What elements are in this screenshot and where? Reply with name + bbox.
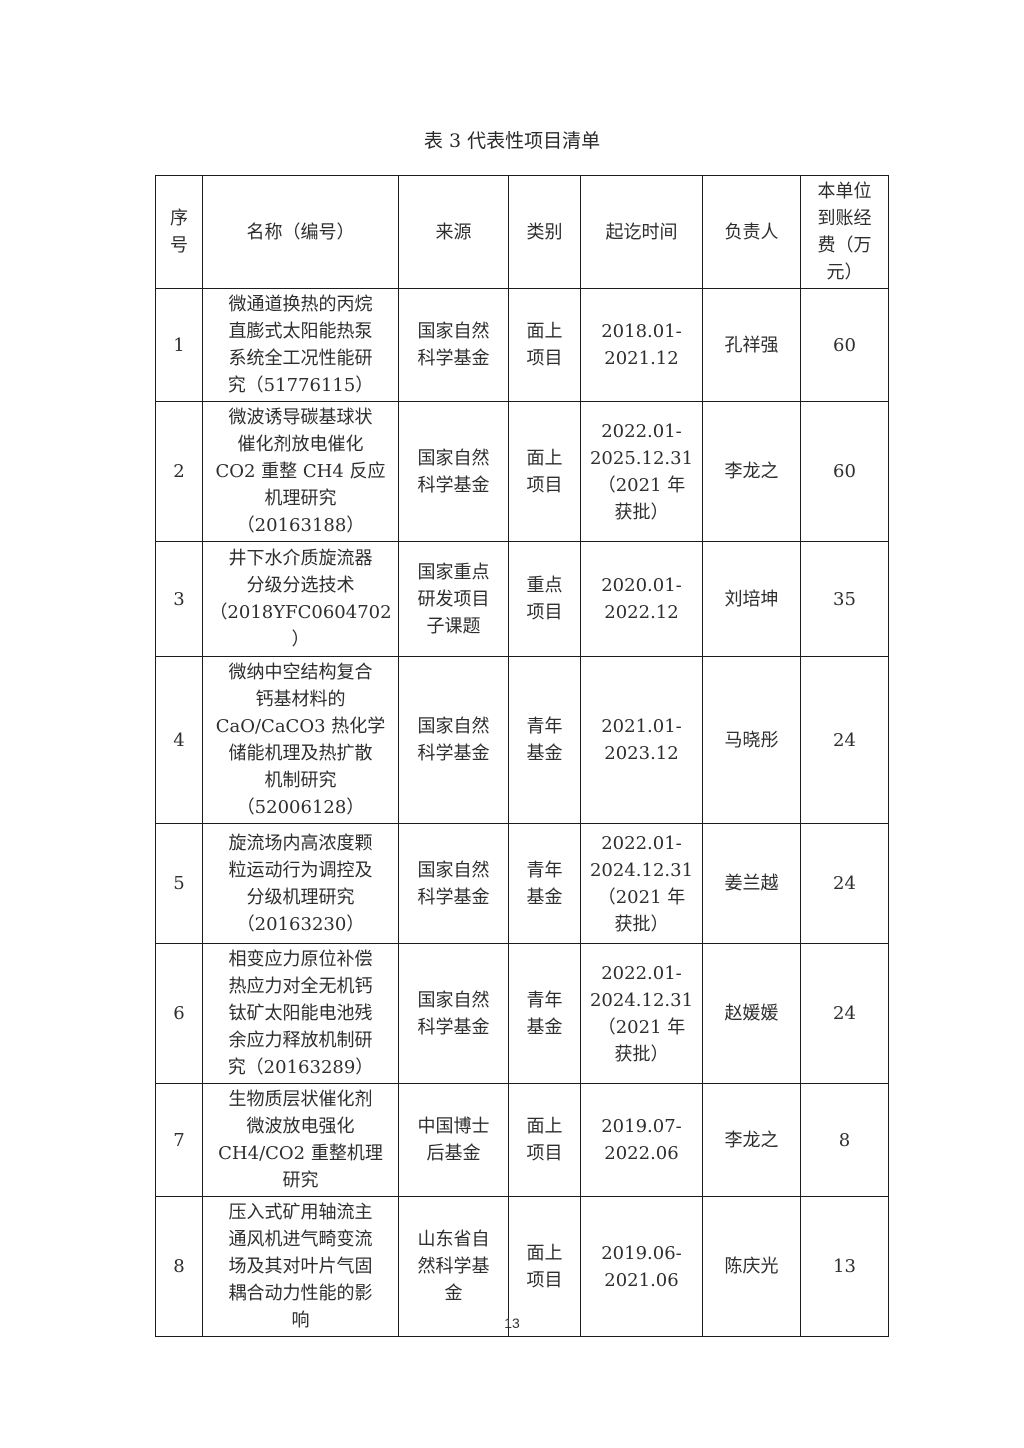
- cell-category: 重点 项目: [508, 541, 581, 657]
- cell-period: 2019.07- 2022.06: [580, 1083, 703, 1197]
- header-row: 序 号 名称（编号） 来源 类别 起讫时间 负责人 本单位 到账经 费（万 元）: [155, 175, 889, 289]
- cell-source: 国家自然 科学基金: [398, 823, 509, 944]
- table-row: 4 微纳中空结构复合 钙基材料的 CaO/CaCO3 热化学 储能机理及热扩散 …: [155, 656, 889, 824]
- header-cell-funding: 本单位 到账经 费（万 元）: [800, 175, 889, 289]
- table-row: 1 微通道换热的丙烷 直膨式太阳能热泵 系统全工况性能研 究（51776115）…: [155, 288, 889, 402]
- cell-no: 5: [155, 823, 203, 944]
- cell-leader: 李龙之: [702, 1083, 801, 1197]
- cell-source: 国家自然 科学基金: [398, 288, 509, 402]
- cell-period: 2022.01- 2024.12.31 （2021 年 获批）: [580, 943, 703, 1084]
- cell-funding: 35: [800, 541, 889, 657]
- cell-period: 2021.01- 2023.12: [580, 656, 703, 824]
- table-row: 5 旋流场内高浓度颗 粒运动行为调控及 分级机理研究 （20163230） 国家…: [155, 823, 889, 944]
- table-row: 8 压入式矿用轴流主 通风机进气畸变流 场及其对叶片气固 耦合动力性能的影 响 …: [155, 1196, 889, 1337]
- cell-category: 青年 基金: [508, 823, 581, 944]
- cell-source: 国家自然 科学基金: [398, 401, 509, 542]
- cell-no: 8: [155, 1196, 203, 1337]
- table-row: 2 微波诱导碳基球状 催化剂放电催化 CO2 重整 CH4 反应 机理研究 （2…: [155, 401, 889, 542]
- table-row: 6 相变应力原位补偿 热应力对全无机钙 钛矿太阳能电池残 余应力释放机制研 究（…: [155, 943, 889, 1084]
- cell-category: 面上 项目: [508, 1196, 581, 1337]
- cell-funding: 60: [800, 401, 889, 542]
- cell-name: 井下水介质旋流器 分级分选技术 （2018YFC0604702 ）: [202, 541, 399, 657]
- cell-funding: 8: [800, 1083, 889, 1197]
- cell-no: 6: [155, 943, 203, 1084]
- header-cell-leader: 负责人: [702, 175, 801, 289]
- cell-leader: 姜兰越: [702, 823, 801, 944]
- cell-leader: 李龙之: [702, 401, 801, 542]
- cell-name: 生物质层状催化剂 微波放电强化 CH4/CO2 重整机理 研究: [202, 1083, 399, 1197]
- cell-funding: 24: [800, 823, 889, 944]
- table-title: 表 3 代表性项目清单: [423, 130, 601, 152]
- cell-source: 中国博士 后基金: [398, 1083, 509, 1197]
- cell-category: 青年 基金: [508, 943, 581, 1084]
- cell-category: 面上 项目: [508, 288, 581, 402]
- cell-funding: 13: [800, 1196, 889, 1337]
- cell-leader: 赵媛媛: [702, 943, 801, 1084]
- cell-category: 面上 项目: [508, 1083, 581, 1197]
- cell-leader: 陈庆光: [702, 1196, 801, 1337]
- cell-funding: 24: [800, 943, 889, 1084]
- cell-leader: 马晓彤: [702, 656, 801, 824]
- cell-category: 面上 项目: [508, 401, 581, 542]
- cell-no: 7: [155, 1083, 203, 1197]
- cell-no: 2: [155, 401, 203, 542]
- cell-period: 2022.01- 2025.12.31 （2021 年 获批）: [580, 401, 703, 542]
- cell-name: 微纳中空结构复合 钙基材料的 CaO/CaCO3 热化学 储能机理及热扩散 机制…: [202, 656, 399, 824]
- page-number: 13: [504, 1315, 520, 1331]
- cell-period: 2020.01- 2022.12: [580, 541, 703, 657]
- header-cell-name: 名称（编号）: [202, 175, 399, 289]
- cell-name: 微波诱导碳基球状 催化剂放电催化 CO2 重整 CH4 反应 机理研究 （201…: [202, 401, 399, 542]
- cell-funding: 24: [800, 656, 889, 824]
- cell-no: 1: [155, 288, 203, 402]
- cell-period: 2019.06- 2021.06: [580, 1196, 703, 1337]
- cell-name: 微通道换热的丙烷 直膨式太阳能热泵 系统全工况性能研 究（51776115）: [202, 288, 399, 402]
- table-row: 7 生物质层状催化剂 微波放电强化 CH4/CO2 重整机理 研究 中国博士 后…: [155, 1083, 889, 1197]
- cell-name: 相变应力原位补偿 热应力对全无机钙 钛矿太阳能电池残 余应力释放机制研 究（20…: [202, 943, 399, 1084]
- cell-period: 2018.01- 2021.12: [580, 288, 703, 402]
- cell-source: 国家重点 研发项目 子课题: [398, 541, 509, 657]
- cell-leader: 孔祥强: [702, 288, 801, 402]
- header-cell-period: 起讫时间: [580, 175, 703, 289]
- cell-name: 旋流场内高浓度颗 粒运动行为调控及 分级机理研究 （20163230）: [202, 823, 399, 944]
- cell-period: 2022.01- 2024.12.31 （2021 年 获批）: [580, 823, 703, 944]
- cell-category: 青年 基金: [508, 656, 581, 824]
- table-row: 3 井下水介质旋流器 分级分选技术 （2018YFC0604702 ） 国家重点…: [155, 541, 889, 657]
- cell-source: 国家自然 科学基金: [398, 943, 509, 1084]
- cell-no: 4: [155, 656, 203, 824]
- representative-projects-table: 序 号 名称（编号） 来源 类别 起讫时间 负责人 本单位 到账经 费（万 元）…: [155, 175, 889, 1337]
- cell-source: 国家自然 科学基金: [398, 656, 509, 824]
- header-cell-no: 序 号: [155, 175, 203, 289]
- cell-no: 3: [155, 541, 203, 657]
- cell-source: 山东省自 然科学基 金: [398, 1196, 509, 1337]
- header-cell-source: 来源: [398, 175, 509, 289]
- cell-funding: 60: [800, 288, 889, 402]
- cell-leader: 刘培坤: [702, 541, 801, 657]
- header-cell-category: 类别: [508, 175, 581, 289]
